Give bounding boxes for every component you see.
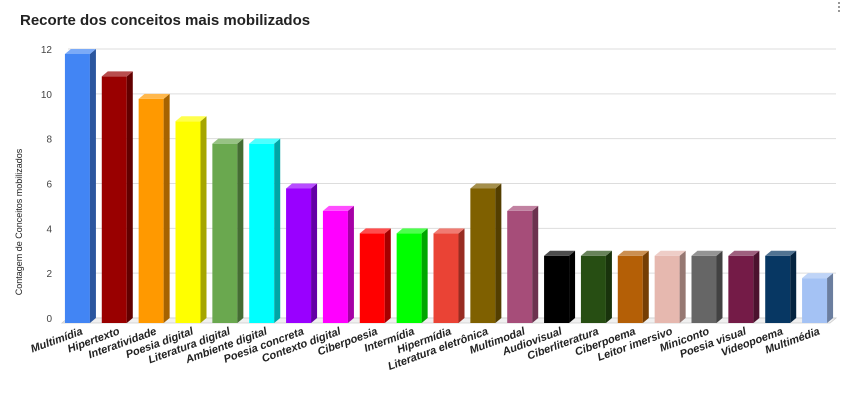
bar-top bbox=[654, 250, 686, 256]
bar-side bbox=[421, 228, 428, 323]
bar-top bbox=[64, 49, 96, 54]
bar-intermídia[interactable] bbox=[396, 228, 428, 323]
bar-side bbox=[716, 250, 723, 323]
bar-front bbox=[470, 188, 496, 323]
bar-top bbox=[580, 250, 612, 256]
bar-top bbox=[470, 183, 502, 189]
bar-multimodal[interactable] bbox=[507, 205, 539, 323]
bar-front bbox=[138, 98, 164, 323]
bar-front bbox=[359, 233, 385, 323]
bar-poesia-digital[interactable] bbox=[175, 116, 207, 323]
bar-ambiente-digital[interactable] bbox=[249, 138, 281, 323]
bar-top bbox=[286, 183, 318, 189]
bar-ciberliteratura[interactable] bbox=[580, 250, 612, 323]
bar-top bbox=[544, 250, 576, 256]
bar-side bbox=[458, 228, 465, 323]
bar-top bbox=[322, 205, 354, 211]
bar-front bbox=[802, 278, 828, 323]
bar-audiovisual[interactable] bbox=[544, 250, 576, 323]
bar-side bbox=[311, 183, 318, 323]
bar-top bbox=[212, 138, 244, 144]
bar-literatura-digital[interactable] bbox=[212, 138, 244, 323]
bar-poesia-concreta[interactable] bbox=[286, 183, 318, 324]
bar-side bbox=[89, 49, 96, 323]
bar-top bbox=[691, 250, 723, 256]
bar-literatura-eletrônica[interactable] bbox=[470, 183, 502, 324]
bar-side bbox=[163, 93, 170, 323]
bar-front bbox=[64, 54, 90, 323]
y-tick-label: 0 bbox=[46, 314, 52, 325]
bar-top bbox=[396, 228, 428, 234]
bar-side bbox=[126, 71, 133, 324]
bar-side bbox=[237, 138, 244, 323]
bar-multimídia[interactable] bbox=[64, 49, 96, 323]
bar-side bbox=[495, 183, 502, 323]
y-tick-label: 4 bbox=[46, 224, 52, 235]
bar-front bbox=[212, 143, 238, 323]
bar-side bbox=[569, 250, 576, 323]
bar-side bbox=[753, 250, 760, 323]
bar-top bbox=[765, 250, 797, 256]
bar-front bbox=[691, 255, 717, 323]
bar-top bbox=[507, 205, 539, 211]
bar-top bbox=[101, 71, 133, 77]
bar-front bbox=[101, 76, 127, 324]
y-tick-label: 12 bbox=[41, 45, 53, 56]
bar-top bbox=[359, 228, 391, 234]
more-options-icon[interactable] bbox=[834, 0, 844, 16]
bar-side bbox=[827, 273, 834, 323]
bar-side bbox=[200, 116, 207, 323]
bar-front bbox=[654, 255, 680, 323]
bar-miniconto[interactable] bbox=[691, 250, 723, 323]
y-tick-label: 8 bbox=[46, 135, 52, 146]
bar-front bbox=[580, 255, 606, 323]
bar-front bbox=[507, 210, 533, 323]
bar-front bbox=[175, 121, 201, 323]
bar-top bbox=[175, 116, 207, 122]
y-tick-label: 10 bbox=[41, 90, 53, 101]
bar-side bbox=[642, 250, 649, 323]
bar-side bbox=[679, 250, 686, 323]
bar-side bbox=[274, 138, 281, 323]
x-axis-labels: MultimídiaHipertextoInteratividadePoesia… bbox=[29, 325, 821, 373]
y-axis-title: Contagem de Conceitos mobilizados bbox=[14, 148, 24, 295]
bar-front bbox=[544, 255, 570, 323]
bar-top bbox=[138, 93, 170, 99]
bar-poesia-visual[interactable] bbox=[728, 250, 760, 323]
bar-top bbox=[802, 273, 834, 279]
bar-front bbox=[617, 255, 643, 323]
bar-front bbox=[249, 143, 275, 323]
bar-front bbox=[728, 255, 754, 323]
bar-multimédia[interactable] bbox=[802, 273, 834, 323]
bar-videopoema[interactable] bbox=[765, 250, 797, 323]
bars bbox=[64, 49, 834, 324]
bar-top bbox=[617, 250, 649, 256]
bar-side bbox=[532, 205, 539, 323]
bar-side bbox=[790, 250, 797, 323]
chart-title: Recorte dos conceitos mais mobilizados bbox=[20, 12, 311, 29]
y-axis-ticks: 0 2 4 6 8 10 12 bbox=[41, 45, 53, 325]
bar-side bbox=[605, 250, 612, 323]
y-tick-label: 6 bbox=[46, 180, 52, 191]
bar-front bbox=[322, 210, 348, 323]
bar-hipertexto[interactable] bbox=[101, 71, 133, 324]
bar-hipermídia[interactable] bbox=[433, 228, 465, 323]
bar-leitor-imersivo[interactable] bbox=[654, 250, 686, 323]
bar-contexto-digital[interactable] bbox=[322, 205, 354, 323]
bar-front bbox=[433, 233, 459, 323]
bar-top bbox=[249, 138, 281, 144]
bar-interatividade[interactable] bbox=[138, 93, 170, 323]
bar-front bbox=[286, 188, 312, 323]
y-tick-label: 2 bbox=[46, 269, 52, 280]
bar-front bbox=[396, 233, 422, 323]
bar-front bbox=[765, 255, 791, 323]
bar-top bbox=[728, 250, 760, 256]
bar-ciberpoesia[interactable] bbox=[359, 228, 391, 323]
bar-side bbox=[347, 205, 354, 323]
bar-ciberpoema[interactable] bbox=[617, 250, 649, 323]
bar-top bbox=[433, 228, 465, 234]
bar-side bbox=[384, 228, 391, 323]
